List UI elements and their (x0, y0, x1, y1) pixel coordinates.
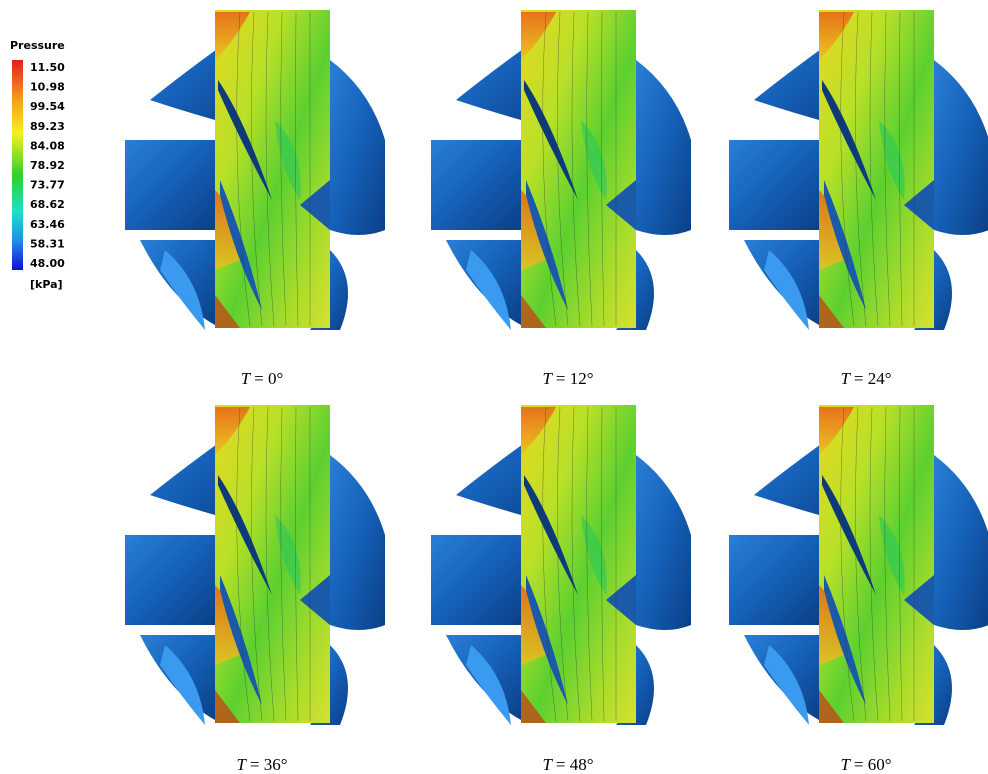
caption-value: = 60° (854, 755, 892, 774)
pressure-face (521, 405, 636, 723)
blade (636, 455, 691, 630)
blade (636, 60, 691, 235)
impeller-render (431, 10, 691, 330)
legend-unit: [kPa] (30, 278, 63, 291)
panel-caption: T= 12° (542, 369, 593, 388)
pressure-face (819, 10, 934, 328)
page: Pressure 11.50 10.98 99.54 89.23 84.08 78.92 7… (0, 0, 988, 774)
panel-caption: T= 0° (241, 369, 284, 388)
caption-variable: T (542, 369, 553, 388)
caption-value: = 24° (854, 369, 892, 388)
legend-label: 89.23 (30, 120, 65, 133)
panel-caption: T= 60° (840, 755, 891, 774)
blade (431, 140, 521, 230)
legend-title: Pressure (10, 39, 65, 52)
panel-caption: T= 36° (236, 755, 287, 774)
caption-value: = 0° (254, 369, 283, 388)
caption-value: = 12° (556, 369, 594, 388)
figure: Pressure 11.50 10.98 99.54 89.23 84.08 78.92 7… (0, 0, 988, 774)
blade (431, 535, 521, 625)
caption-variable: T (241, 369, 252, 388)
blade (330, 455, 385, 630)
impeller-render (125, 10, 385, 330)
pressure-face (819, 405, 934, 723)
blade (729, 535, 819, 625)
panel-caption: T= 24° (840, 369, 891, 388)
caption-value: = 36° (250, 755, 288, 774)
legend-label: 63.46 (30, 218, 65, 231)
pressure-face (521, 10, 636, 328)
pressure-face (215, 405, 330, 723)
caption-variable: T (840, 755, 851, 774)
blade (934, 455, 988, 630)
impeller-render (729, 10, 988, 330)
legend-label: 73.77 (30, 179, 65, 192)
panel-caption: T= 48° (542, 755, 593, 774)
impeller-render (431, 405, 691, 725)
legend-label: 11.50 (30, 61, 65, 74)
impeller-render (729, 405, 988, 725)
caption-variable: T (542, 755, 553, 774)
legend-label: 10.98 (30, 81, 65, 94)
blade (330, 60, 385, 235)
caption-variable: T (840, 369, 851, 388)
legend-label: 84.08 (30, 139, 65, 152)
caption-value: = 48° (556, 755, 594, 774)
legend-label: 48.00 (30, 257, 65, 270)
blade (125, 140, 215, 230)
legend-label: 78.92 (30, 159, 65, 172)
blade (729, 140, 819, 230)
legend-label: 58.31 (30, 237, 65, 250)
legend-label: 99.54 (30, 100, 65, 113)
blade (125, 535, 215, 625)
blade (934, 60, 988, 235)
pressure-face (215, 10, 330, 328)
caption-variable: T (236, 755, 247, 774)
legend-label: 68.62 (30, 198, 65, 211)
impeller-render (125, 405, 385, 725)
colorbar (12, 60, 23, 270)
